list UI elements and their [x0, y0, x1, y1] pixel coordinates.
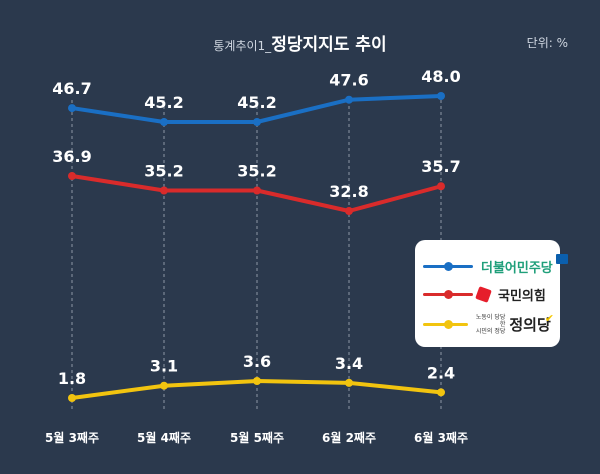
- legend-box: 더불어민주당 국민의힘 노동이 당당한 시민의 정당 정의당 ✔: [415, 240, 568, 347]
- data-point: [68, 104, 76, 113]
- chart-title: 통계추이1_정당지지도 추이: [0, 30, 600, 55]
- data-point: [68, 172, 76, 180]
- data-point: [160, 381, 168, 390]
- data-label: 35.7: [421, 157, 460, 176]
- data-label: 35.2: [144, 162, 183, 181]
- flag-icon: [555, 254, 568, 264]
- data-label: 2.4: [427, 363, 455, 382]
- unit-label: 단위: %: [526, 36, 568, 50]
- data-point: [160, 186, 168, 195]
- data-label: 1.8: [58, 369, 86, 388]
- legend-label-ppp: 국민의힘: [498, 288, 546, 304]
- data-point: [345, 95, 353, 104]
- legend-item-democratic: 더불어민주당: [423, 254, 568, 278]
- data-label: 46.7: [52, 79, 91, 98]
- x-tick-label: 5월 3째주: [45, 430, 99, 445]
- data-point: [345, 378, 353, 387]
- data-label: 3.6: [243, 352, 271, 371]
- data-label: 48.0: [421, 67, 460, 86]
- title-main: 정당지지도 추이: [271, 35, 387, 55]
- data-label: 35.2: [237, 162, 276, 181]
- x-tick-label: 6월 2째주: [322, 430, 376, 445]
- data-label: 47.6: [329, 71, 368, 90]
- data-point: [160, 118, 168, 126]
- data-label: 3.4: [335, 354, 363, 373]
- party-logo-icon: [475, 285, 492, 303]
- data-point: [437, 92, 445, 100]
- data-label: 32.8: [329, 182, 368, 201]
- legend-item-justice: 노동이 당당한 시민의 정당 정의당 ✔: [423, 312, 560, 336]
- legend-line-democratic: [423, 261, 473, 271]
- data-point: [437, 388, 445, 397]
- data-point: [437, 182, 445, 191]
- data-label: 36.9: [52, 147, 91, 166]
- x-tick-label: 5월 4째주: [137, 430, 191, 445]
- check-icon: ✔: [544, 311, 554, 325]
- data-point: [253, 377, 261, 385]
- data-label: 3.1: [150, 357, 178, 376]
- x-tick-label: 5월 5째주: [230, 430, 284, 445]
- legend-slogan: 노동이 당당한 시민의 정당: [475, 313, 506, 335]
- data-point: [68, 394, 76, 402]
- legend-item-ppp: 국민의힘: [423, 282, 546, 306]
- legend-label-democratic: 더불어민주당: [481, 260, 553, 276]
- data-point: [253, 186, 261, 195]
- data-label: 45.2: [237, 93, 276, 112]
- data-point: [345, 207, 353, 215]
- legend-line-ppp: [423, 289, 473, 299]
- legend-label-justice: 정의당: [509, 315, 551, 334]
- data-point: [253, 118, 261, 126]
- title-prefix: 통계추이1_: [213, 39, 272, 53]
- data-label: 45.2: [144, 93, 183, 112]
- x-tick-label: 6월 3째주: [414, 430, 468, 445]
- legend-line-justice: [423, 319, 468, 329]
